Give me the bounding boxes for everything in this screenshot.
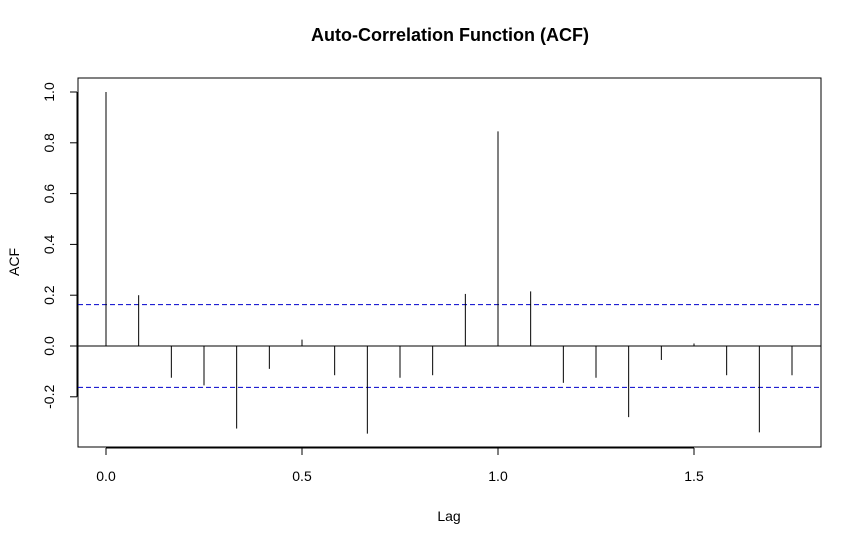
x-tick-label: 1.0 [488,468,508,484]
chart-title: Auto-Correlation Function (ACF) [311,25,589,45]
y-tick-label: 0.8 [41,133,57,153]
x-axis: 0.0 0.5 1.0 1.5 [96,447,704,484]
y-axis: -0.2 0.0 0.2 0.4 0.6 0.8 1.0 [41,82,78,409]
y-tick-label: 1.0 [41,82,57,102]
y-tick-label: -0.2 [41,385,57,409]
x-tick-label: 1.5 [684,468,704,484]
x-axis-label: Lag [437,508,460,524]
y-axis-label: ACF [6,248,22,276]
confidence-lines [78,304,821,388]
y-tick-label: 0.2 [41,285,57,305]
y-tick-label: 0.6 [41,184,57,204]
acf-bars [105,92,793,434]
plot-frame [77,77,822,448]
y-tick-label: 0.0 [41,336,57,356]
x-tick-label: 0.5 [292,468,312,484]
y-tick-label: 0.4 [41,234,57,254]
x-tick-label: 0.0 [96,468,116,484]
